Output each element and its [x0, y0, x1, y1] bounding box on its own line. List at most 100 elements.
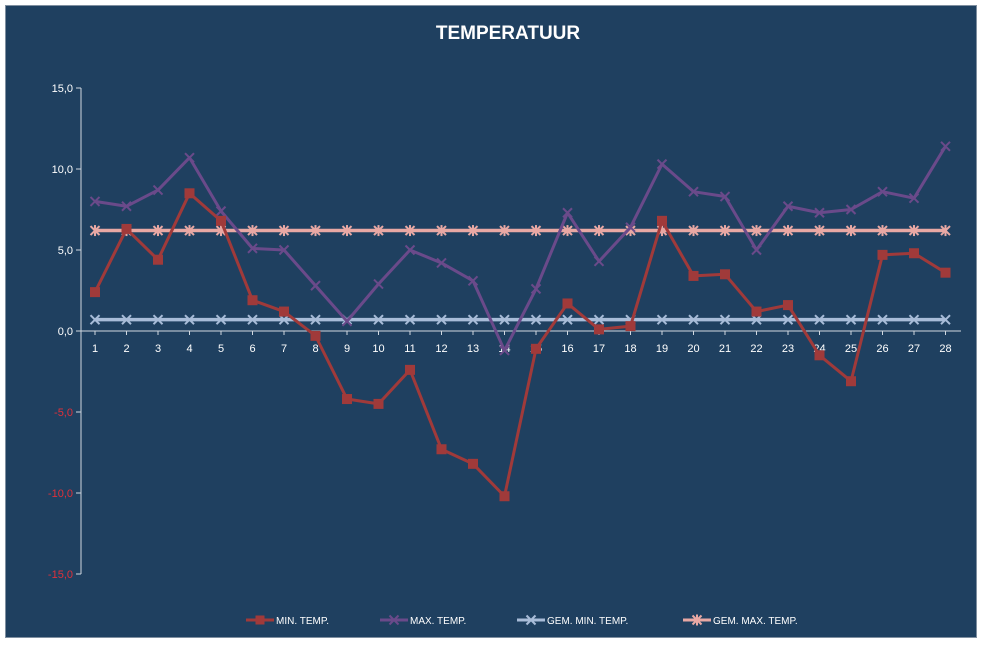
data-point: [814, 225, 825, 237]
data-point: [656, 158, 668, 170]
legend-label: GEM. MIN. TEMP.: [547, 616, 628, 627]
data-point: [467, 314, 479, 325]
data-point: [594, 324, 604, 335]
data-point: [310, 225, 321, 237]
x-tick-label: 18: [624, 343, 636, 355]
data-point: [121, 223, 132, 234]
data-point: [342, 394, 352, 405]
legend-item: MIN. TEMP.: [246, 615, 329, 627]
data-point: [593, 256, 605, 267]
x-tick-label: 9: [344, 343, 350, 355]
data-point: [184, 314, 195, 325]
y-tick-label: -15,0: [48, 569, 73, 581]
data-point: [751, 244, 762, 256]
data-point: [940, 267, 951, 278]
data-point: [499, 491, 510, 502]
data-point: [467, 225, 479, 237]
x-tick-label: 10: [372, 343, 384, 355]
data-point: [247, 225, 258, 237]
data-point: [877, 249, 888, 260]
y-axis: -15,0 -10,0 -5,0 0,0 5,0 10,0 15,0: [48, 83, 82, 581]
chart-title: TEMPERATUUR: [436, 23, 581, 44]
data-point: [468, 458, 478, 469]
data-point: [184, 188, 195, 199]
data-point: [719, 314, 731, 325]
data-point: [719, 191, 731, 202]
data-point: [593, 225, 605, 237]
x-tick-label: 7: [281, 343, 287, 355]
data-point: [152, 184, 164, 196]
x-tick-label: 26: [876, 343, 888, 355]
data-point: [814, 314, 825, 325]
x-tick-label: 27: [908, 343, 920, 355]
data-point: [216, 215, 226, 226]
data-point: [247, 295, 258, 306]
legend-item: GEM. MAX. TEMP.: [683, 614, 798, 627]
data-point: [184, 225, 195, 237]
data-point: [152, 225, 164, 237]
data-point: [310, 280, 321, 291]
x-tick-label: 17: [593, 343, 605, 355]
temperature-chart: TEMPERATUUR -15,0 -10,0 -5,0 0,0 5,0 10,0 15,0…: [48, 23, 961, 627]
data-point: [89, 196, 101, 207]
data-point: [436, 444, 447, 455]
x-tick-label: 13: [467, 343, 479, 355]
legend-label: MAX. TEMP.: [410, 616, 466, 627]
data-point: [877, 225, 888, 237]
x-tick-label: 20: [687, 343, 699, 355]
data-point: [814, 207, 825, 218]
legend-label: GEM. MAX. TEMP.: [713, 616, 798, 627]
data-point: [373, 314, 384, 325]
data-point: [405, 364, 415, 375]
data-point: [121, 201, 132, 212]
x-tick-label: 22: [750, 343, 762, 355]
data-point: [691, 614, 703, 626]
data-point: [436, 257, 447, 269]
y-tick-label: -5,0: [54, 407, 73, 419]
data-point: [845, 204, 857, 215]
data-point: [625, 222, 636, 233]
data-point: [940, 141, 951, 152]
data-point: [909, 248, 919, 259]
data-point: [530, 225, 542, 237]
data-point: [436, 225, 447, 237]
data-point: [373, 278, 384, 290]
series-4: [89, 225, 951, 237]
x-tick-label: 2: [123, 343, 129, 355]
data-point: [814, 350, 825, 361]
series-2: [89, 141, 951, 356]
data-point: [89, 225, 101, 237]
data-point: [404, 225, 416, 237]
y-tick-label: 5,0: [58, 245, 73, 257]
data-point: [688, 270, 699, 281]
x-tick-label: 23: [782, 343, 794, 355]
series-line: [94, 145, 947, 352]
x-tick-label: 4: [186, 343, 192, 355]
data-point: [310, 330, 321, 341]
data-point: [215, 205, 227, 217]
data-point: [783, 300, 793, 311]
data-point: [341, 316, 353, 327]
legend-label: MIN. TEMP.: [276, 616, 329, 627]
data-point: [247, 243, 258, 254]
data-point: [751, 225, 762, 237]
y-tick-label: 0,0: [58, 326, 73, 338]
data-point: [121, 314, 132, 325]
data-point: [562, 225, 573, 237]
data-point: [279, 306, 289, 317]
data-point: [562, 314, 573, 325]
series-line: [93, 191, 947, 498]
data-point: [657, 215, 667, 226]
data-point: [751, 306, 762, 317]
series-3: [89, 314, 951, 325]
data-point: [530, 314, 542, 325]
data-point: [877, 186, 888, 197]
data-point: [215, 314, 227, 325]
data-point: [656, 314, 668, 325]
data-point: [373, 225, 384, 237]
data-point: [782, 201, 794, 212]
x-tick-label: 16: [561, 343, 573, 355]
legend: MIN. TEMP. MAX. TEMP. GEM. MIN. TEMP. GEM. …: [246, 614, 798, 627]
data-point: [877, 314, 888, 325]
data-point: [908, 314, 920, 325]
